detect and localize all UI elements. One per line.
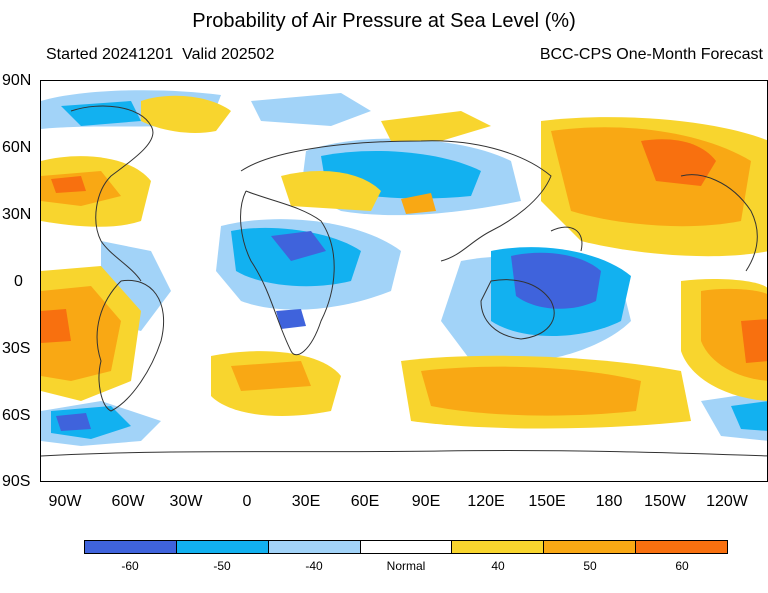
map-title: Probability of Air Pressure at Sea Level… xyxy=(192,10,576,32)
lat-label: 0 xyxy=(14,273,23,290)
colorbar-swatch xyxy=(176,541,269,553)
lat-label: 90N xyxy=(2,72,32,89)
colorbar-label: 40 xyxy=(491,559,505,573)
lat-label: 60N xyxy=(2,139,32,156)
map-panel xyxy=(40,80,768,482)
lat-label: 60S xyxy=(2,407,31,424)
colorbar-swatch xyxy=(360,541,453,553)
lat-label: 30N xyxy=(2,206,32,223)
lon-label: 60E xyxy=(350,493,380,510)
lon-label: 120W xyxy=(706,493,748,510)
colorbar-swatch xyxy=(452,541,545,553)
colorbar-swatch xyxy=(268,541,361,553)
lon-label: 30E xyxy=(291,493,321,510)
lat-label: 30S xyxy=(2,340,31,357)
lon-label: 30W xyxy=(169,493,203,510)
colorbar xyxy=(84,540,728,554)
lon-label: 0 xyxy=(242,493,252,510)
coastlines xyxy=(41,105,767,457)
lon-label: 120E xyxy=(467,493,505,510)
colorbar-label: -40 xyxy=(305,559,323,573)
colorbar-label: -50 xyxy=(213,559,231,573)
forecast-map xyxy=(41,90,767,457)
map-subtitle-right: BCC-CPS One-Month Forecast xyxy=(539,46,763,63)
anomaly-positive-60 xyxy=(41,139,767,363)
lon-label: 150E xyxy=(528,493,566,510)
lon-label: 90E xyxy=(411,493,441,510)
colorbar-label: 50 xyxy=(583,559,597,573)
lon-label: 180 xyxy=(595,493,623,510)
lon-label: 90W xyxy=(48,493,82,510)
colorbar-swatch xyxy=(85,541,177,553)
lat-label: 90S xyxy=(2,473,31,490)
colorbar-label: -60 xyxy=(121,559,139,573)
anomaly-negative-60 xyxy=(56,231,601,431)
colorbar-label: 60 xyxy=(675,559,689,573)
lon-label: 150W xyxy=(644,493,686,510)
lon-label: 60W xyxy=(111,493,145,510)
map-subtitle-left: Started 20241201 Valid 202502 xyxy=(46,46,275,63)
colorbar-swatch xyxy=(636,541,728,553)
colorbar-label: Normal xyxy=(386,559,426,573)
colorbar-swatch xyxy=(544,541,637,553)
